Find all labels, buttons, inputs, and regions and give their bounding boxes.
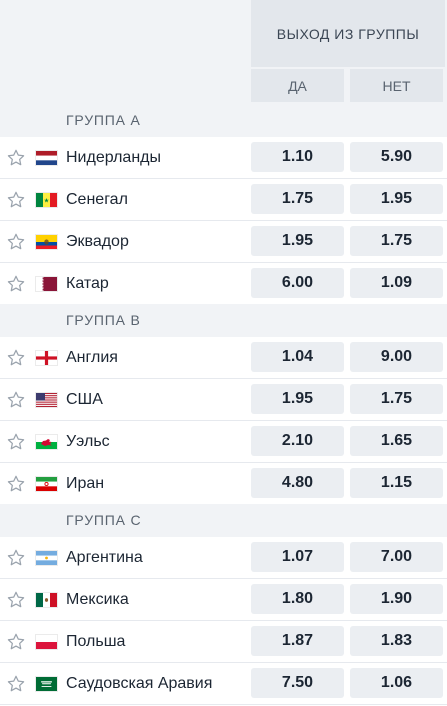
team-row: Уэльс 2.10 1.65 bbox=[0, 421, 447, 463]
group-title: ГРУППА А bbox=[66, 112, 141, 128]
team-name: Уэльс bbox=[66, 433, 110, 450]
usa-flag-icon bbox=[36, 393, 57, 407]
senegal-flag-icon bbox=[36, 193, 57, 207]
odd-yes-button[interactable]: 6.00 bbox=[251, 268, 344, 298]
odd-yes-button[interactable]: 7.50 bbox=[251, 668, 344, 698]
wales-flag-icon bbox=[36, 435, 57, 449]
odd-no-button[interactable]: 1.65 bbox=[350, 426, 443, 456]
saudi-arabia-flag-icon bbox=[36, 677, 57, 691]
group-title: ГРУППА C bbox=[66, 512, 142, 528]
team-name: Англия bbox=[66, 349, 118, 366]
odd-no-button[interactable]: 1.09 bbox=[350, 268, 443, 298]
team-name: Нидерланды bbox=[66, 149, 161, 166]
team-row: Мексика 1.80 1.90 bbox=[0, 579, 447, 621]
team-row: Иран 4.80 1.15 bbox=[0, 463, 447, 505]
team-row: Эквадор 1.95 1.75 bbox=[0, 221, 447, 263]
team-row: Саудовская Аравия 7.50 1.06 bbox=[0, 663, 447, 705]
star-icon[interactable] bbox=[6, 590, 26, 610]
odd-yes-button[interactable]: 1.07 bbox=[251, 542, 344, 572]
team-name: Польша bbox=[66, 633, 126, 650]
team-name: Эквадор bbox=[66, 233, 129, 250]
odd-no-button[interactable]: 1.95 bbox=[350, 184, 443, 214]
market-title: ВЫХОД ИЗ ГРУППЫ bbox=[251, 0, 445, 67]
mexico-flag-icon bbox=[36, 593, 57, 607]
team-row: Польша 1.87 1.83 bbox=[0, 621, 447, 663]
star-icon[interactable] bbox=[6, 390, 26, 410]
group-header-c: ГРУППА C bbox=[0, 504, 447, 537]
team-name: Аргентина bbox=[66, 549, 143, 566]
england-flag-icon bbox=[36, 351, 57, 365]
odd-no-button[interactable]: 1.75 bbox=[350, 226, 443, 256]
team-name: Иран bbox=[66, 475, 105, 492]
odd-yes-button[interactable]: 1.10 bbox=[251, 142, 344, 172]
star-icon[interactable] bbox=[6, 274, 26, 294]
star-icon[interactable] bbox=[6, 432, 26, 452]
odd-yes-button[interactable]: 1.75 bbox=[251, 184, 344, 214]
team-row: Англия 1.04 9.00 bbox=[0, 337, 447, 379]
star-icon[interactable] bbox=[6, 674, 26, 694]
odd-no-button[interactable]: 5.90 bbox=[350, 142, 443, 172]
group-title: ГРУППА B bbox=[66, 312, 141, 328]
odd-yes-button[interactable]: 2.10 bbox=[251, 426, 344, 456]
star-icon[interactable] bbox=[6, 348, 26, 368]
team-row: Катар 6.00 1.09 bbox=[0, 263, 447, 305]
qatar-flag-icon bbox=[36, 277, 57, 291]
star-icon[interactable] bbox=[6, 232, 26, 252]
group-header-b: ГРУППА B bbox=[0, 304, 447, 337]
odd-yes-button[interactable]: 1.87 bbox=[251, 626, 344, 656]
team-name: Катар bbox=[66, 275, 109, 292]
group-header-a: ГРУППА А bbox=[0, 104, 447, 137]
star-icon[interactable] bbox=[6, 548, 26, 568]
odd-yes-button[interactable]: 4.80 bbox=[251, 468, 344, 498]
poland-flag-icon bbox=[36, 635, 57, 649]
odd-no-button[interactable]: 1.83 bbox=[350, 626, 443, 656]
odd-yes-button[interactable]: 1.04 bbox=[251, 342, 344, 372]
star-icon[interactable] bbox=[6, 190, 26, 210]
column-header-no: НЕТ bbox=[350, 69, 443, 102]
odd-yes-button[interactable]: 1.80 bbox=[251, 584, 344, 614]
team-row: Нидерланды 1.10 5.90 bbox=[0, 137, 447, 179]
team-name: Мексика bbox=[66, 591, 129, 608]
star-icon[interactable] bbox=[6, 148, 26, 168]
team-row: США 1.95 1.75 bbox=[0, 379, 447, 421]
team-name: США bbox=[66, 391, 103, 408]
odd-no-button[interactable]: 7.00 bbox=[350, 542, 443, 572]
netherlands-flag-icon bbox=[36, 151, 57, 165]
ecuador-flag-icon bbox=[36, 235, 57, 249]
odd-no-button[interactable]: 9.00 bbox=[350, 342, 443, 372]
odd-no-button[interactable]: 1.15 bbox=[350, 468, 443, 498]
star-icon[interactable] bbox=[6, 632, 26, 652]
table-header: ВЫХОД ИЗ ГРУППЫ ДА НЕТ bbox=[0, 0, 447, 104]
team-row: Аргентина 1.07 7.00 bbox=[0, 537, 447, 579]
team-name: Сенегал bbox=[66, 191, 128, 208]
team-name: Саудовская Аравия bbox=[66, 675, 213, 692]
iran-flag-icon bbox=[36, 477, 57, 491]
column-header-yes: ДА bbox=[251, 69, 344, 102]
odd-yes-button[interactable]: 1.95 bbox=[251, 384, 344, 414]
odd-yes-button[interactable]: 1.95 bbox=[251, 226, 344, 256]
odd-no-button[interactable]: 1.75 bbox=[350, 384, 443, 414]
team-row: Сенегал 1.75 1.95 bbox=[0, 179, 447, 221]
odd-no-button[interactable]: 1.06 bbox=[350, 668, 443, 698]
odd-no-button[interactable]: 1.90 bbox=[350, 584, 443, 614]
argentina-flag-icon bbox=[36, 551, 57, 565]
star-icon[interactable] bbox=[6, 474, 26, 494]
